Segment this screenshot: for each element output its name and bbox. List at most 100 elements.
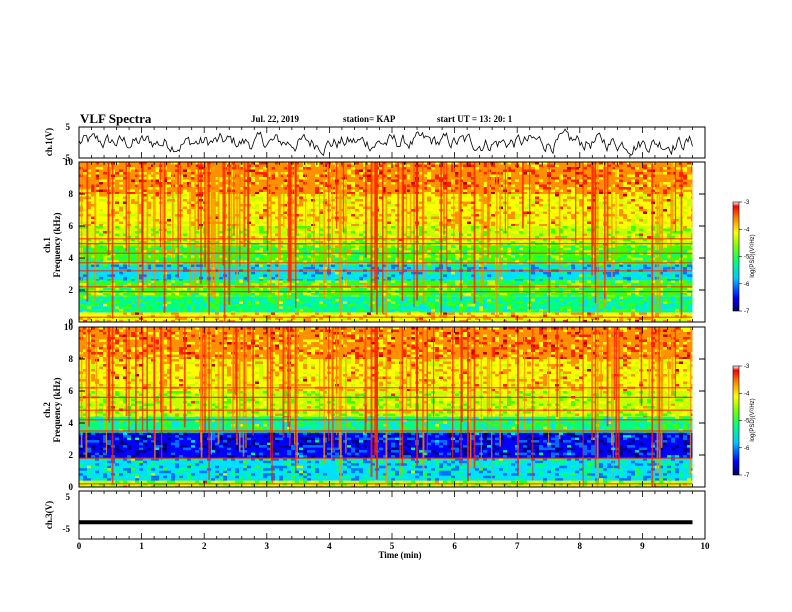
spec-cell <box>619 214 623 217</box>
spec-cell <box>171 296 175 299</box>
spec-streak <box>146 162 149 287</box>
spec-cell <box>535 236 539 239</box>
spec-cell <box>311 279 315 281</box>
spec-cell <box>575 287 579 291</box>
spec-cell <box>95 458 99 461</box>
spec-cell <box>363 480 367 484</box>
spec-cell <box>419 247 423 251</box>
spec-cell <box>155 187 159 190</box>
spec-streak <box>443 162 445 236</box>
spec-cell <box>671 274 675 277</box>
spec-cell <box>635 319 639 322</box>
spec-cell <box>679 319 683 322</box>
spec-cell <box>359 226 363 229</box>
spec-cell <box>167 179 171 182</box>
spec-cell <box>519 274 523 277</box>
spec-cell <box>547 458 551 461</box>
spec-cell <box>635 199 639 202</box>
spec-cell <box>355 184 359 187</box>
spec-cell <box>179 311 183 313</box>
spec-cell <box>175 296 179 299</box>
spec-cell <box>623 463 627 466</box>
spec-streak <box>480 162 482 306</box>
spec-cell <box>659 255 663 258</box>
spec-cell <box>551 319 555 322</box>
spec-cell <box>519 301 523 304</box>
spec-cell <box>383 174 387 177</box>
spec-cell <box>567 458 571 461</box>
spec-cell <box>99 182 103 185</box>
spec-cell <box>95 280 99 283</box>
spec-cell <box>215 209 219 212</box>
spec-cell <box>411 282 415 286</box>
spec-cell <box>647 463 651 466</box>
spec-cell <box>131 280 135 283</box>
spec-cell <box>427 162 431 165</box>
spec-cell <box>539 211 543 214</box>
spec-cell <box>315 280 319 283</box>
spec-cell <box>387 192 391 194</box>
spec-cell <box>267 199 271 202</box>
spec-cell <box>147 485 151 487</box>
spec-cell <box>355 301 359 304</box>
spec-cell <box>631 264 635 267</box>
spec-cell <box>383 162 387 165</box>
spec-cell <box>543 264 547 267</box>
spec-cell <box>435 292 439 296</box>
spec-cell <box>503 279 507 281</box>
spec-cell <box>171 314 175 318</box>
spec-cell <box>291 308 295 312</box>
spec-cell <box>587 255 591 258</box>
spec-cell <box>131 252 135 256</box>
spec-cell <box>191 238 195 241</box>
spec-cell <box>527 260 531 263</box>
spec-cell <box>571 247 575 251</box>
spec-cell <box>383 287 387 291</box>
spec-cell <box>563 216 567 219</box>
spec-cell <box>623 216 627 219</box>
spec-cell <box>407 228 411 231</box>
spec-cell <box>631 233 635 236</box>
spec-cell <box>671 252 675 256</box>
spec-cell <box>451 282 455 286</box>
spec-cell <box>219 458 223 461</box>
spec-cell <box>271 260 275 263</box>
spec-cell <box>447 238 451 241</box>
spec-cell <box>191 245 195 248</box>
spec-cell <box>135 204 139 207</box>
spec-cell <box>371 214 375 217</box>
spec-cell <box>431 219 435 222</box>
spec-cell <box>399 262 403 265</box>
spec-cell <box>91 184 95 187</box>
spec-cell <box>451 179 455 182</box>
spec-cell <box>131 179 135 182</box>
spec-cell <box>107 257 111 261</box>
spec-cell <box>535 182 539 185</box>
spec-cell <box>475 257 479 261</box>
spec-cell <box>419 231 423 234</box>
spec-cell <box>219 279 223 281</box>
spec-cell <box>347 199 351 202</box>
spec-cell <box>275 274 279 277</box>
spec-cell <box>599 194 603 197</box>
spec-cell <box>295 480 299 484</box>
spec-cell <box>155 247 159 251</box>
spec-cell <box>131 201 135 204</box>
spec-cell <box>555 266 559 270</box>
spec-cell <box>447 182 451 185</box>
spec-cell <box>215 260 219 263</box>
spec-cell <box>199 314 203 318</box>
spec-cell <box>583 216 587 219</box>
spec-cell <box>683 306 687 309</box>
spec-cell <box>319 463 323 466</box>
spec-cell <box>191 458 195 461</box>
spec-cell <box>239 266 243 270</box>
spec-cell <box>635 167 639 170</box>
spec-cell <box>451 233 455 236</box>
spec-cell <box>299 187 303 190</box>
spec-cell <box>271 219 275 222</box>
spec-cell <box>251 243 255 246</box>
spec-cell <box>571 282 575 286</box>
spec-cell <box>83 209 87 212</box>
spec-cell <box>95 162 99 165</box>
